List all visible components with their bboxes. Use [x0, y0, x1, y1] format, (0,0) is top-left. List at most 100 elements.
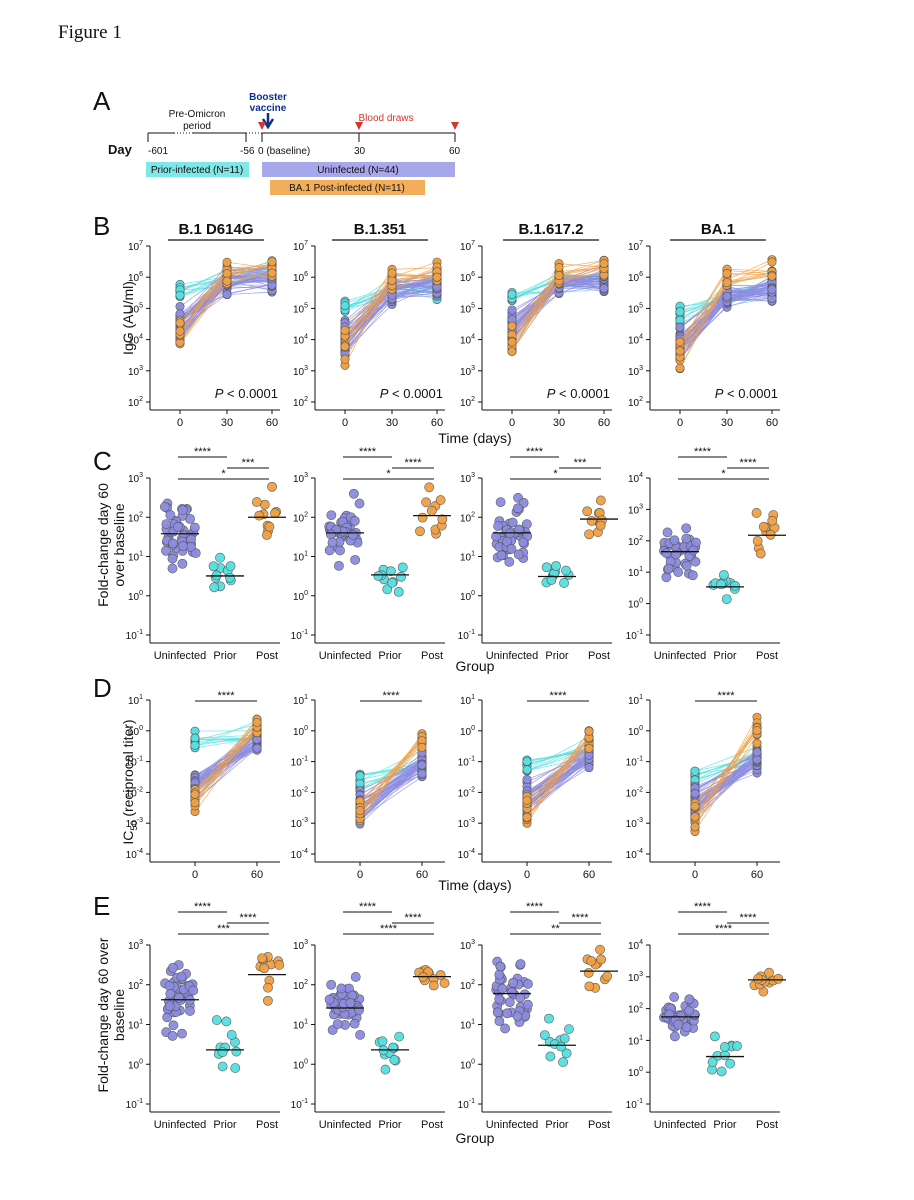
fold-ylabel-c-line2: over baseline [111, 503, 127, 586]
fold-igg-point-uninfected [688, 545, 699, 556]
fold-igg-point-post [415, 526, 425, 537]
fold-ic50-point-prior [709, 1031, 720, 1042]
fold-igg-point-prior [215, 552, 225, 563]
fold-ic50-sig-label: **** [694, 901, 712, 913]
fold-ic50-point-post [602, 971, 613, 982]
ic50-trajectory-post [526, 737, 590, 804]
fold-ic50-point-prior [217, 1047, 228, 1058]
fold-ic50-sig-label: **** [239, 912, 257, 924]
fold-ic50-1-ytick-label: 100 [293, 1058, 308, 1071]
fold-ic50-point-uninfected [336, 983, 347, 994]
igg-point-uninfected [767, 285, 777, 295]
ic50-point-post [190, 798, 200, 808]
tick-label-30: 30 [354, 146, 366, 157]
fold-ic50-group-label: Post [756, 1119, 778, 1131]
ic50-3-ytick-label: 10-3 [626, 817, 643, 830]
fold-ic50-sig-label: **** [571, 912, 589, 924]
fold-igg-point-post [595, 520, 606, 531]
fold-igg-point-uninfected [350, 554, 361, 565]
fold-igg-point-post [251, 497, 262, 507]
ic50-1-ytick-label: 10-3 [291, 817, 308, 830]
fold-igg-3-ytick-label: 104 [628, 472, 643, 485]
ic50-trajectory-post [526, 748, 590, 801]
igg-2-ytick-label: 102 [460, 396, 475, 409]
fold-igg-0-ytick-label: 100 [128, 590, 143, 603]
fold-igg-point-uninfected [496, 550, 507, 561]
igg-1-ytick-label: 102 [293, 396, 308, 409]
fold-ic50-point-prior [377, 1036, 388, 1047]
fold-igg-point-prior [387, 577, 397, 588]
fold-igg-point-post [582, 506, 593, 517]
igg-xtick-label: 0 [177, 417, 183, 429]
fold-ic50-point-prior [544, 1013, 554, 1024]
fold-igg-1-ytick-label: 100 [293, 590, 308, 603]
igg-2-ytick-label: 103 [460, 365, 475, 378]
ic50-point-post [355, 806, 365, 816]
tick-label-minus-601: -601 [148, 146, 168, 157]
igg-point-post [675, 363, 685, 373]
ic50-2-ytick-label: 10-3 [458, 817, 475, 830]
fold-ic50-0-ytick-label: 101 [128, 1019, 143, 1032]
igg-point-uninfected [222, 289, 232, 299]
fold-igg-point-uninfected [167, 563, 178, 574]
fold-igg-point-post [426, 505, 437, 516]
ic50-1-ytick-label: 100 [293, 725, 308, 738]
ic50-trajectory-uninfected [694, 752, 758, 805]
fold-igg-point-uninfected [177, 505, 188, 516]
fold-ic50-0-ytick-label: 102 [128, 979, 143, 992]
fold-ic50-point-uninfected [168, 1020, 179, 1031]
ic50-trajectory-post [194, 732, 258, 791]
fold-ic50-point-uninfected [515, 992, 526, 1003]
igg-3-ytick-label: 105 [628, 302, 643, 315]
fold-igg-group-label: Post [756, 650, 778, 662]
fold-ic50-point-uninfected [508, 977, 519, 988]
fold-ic50-sig-label: **** [715, 923, 733, 935]
fold-igg-point-prior [225, 561, 236, 572]
ic50-trajectory-post [694, 730, 758, 807]
igg-point-post [767, 271, 777, 281]
fold-ic50-sig-label: **** [526, 901, 544, 913]
ic50-point-post [417, 742, 427, 752]
fold-ic50-point-uninfected [669, 1031, 680, 1042]
ic50-ylabel: IC50 (reciprocal titer) [120, 719, 139, 844]
ic50-sig-label: **** [217, 690, 235, 702]
fold-ic50-point-uninfected [502, 1008, 513, 1019]
fold-igg-point-uninfected [335, 545, 345, 556]
ic50-0-ytick-label: 100 [128, 725, 143, 738]
fold-ic50-3-ytick-label: 102 [628, 1003, 643, 1016]
ic50-0-ytick-label: 10-1 [126, 756, 143, 769]
ic50-trajectory-post [694, 731, 758, 819]
ic50-trajectory-post [694, 722, 758, 819]
fold-igg-0-ytick-label: 101 [128, 551, 143, 564]
fold-igg-2-ytick-label: 103 [460, 472, 475, 485]
ic50-trajectory-uninfected [359, 764, 423, 816]
fold-ic50-2-ytick-label: 101 [460, 1019, 475, 1032]
ic50-trajectory-uninfected [694, 754, 758, 804]
fold-igg-sig-label: *** [242, 457, 256, 469]
ic50-trajectory-post [359, 743, 423, 808]
fold-ic50-3-ytick-label: 100 [628, 1066, 643, 1079]
ic50-trajectory-post [359, 747, 423, 811]
fold-ic50-point-post [435, 970, 446, 980]
fold-ic50-point-uninfected [332, 1019, 343, 1030]
ic50-point-post [522, 812, 532, 822]
fold-ic50-group-label: Post [256, 1119, 278, 1131]
igg-xtick-label: 30 [221, 417, 233, 429]
igg-xtick-label: 30 [386, 417, 398, 429]
fold-ic50-point-prior [732, 1041, 742, 1051]
fold-igg-point-uninfected [513, 503, 523, 514]
igg-point-prior [507, 289, 517, 299]
igg-point-uninfected [675, 322, 685, 332]
igg-ylabel: IgG (AU/ml) [120, 281, 136, 355]
fold-ic50-point-uninfected [681, 1022, 692, 1033]
igg-p-value: P < 0.0001 [380, 386, 443, 401]
igg-2-ytick-label: 105 [460, 302, 475, 315]
igg-3-ytick-label: 103 [628, 365, 643, 378]
igg-point-post [507, 347, 517, 357]
ic50-trajectory-uninfected [359, 766, 423, 818]
fold-ic50-point-prior [556, 1041, 567, 1052]
